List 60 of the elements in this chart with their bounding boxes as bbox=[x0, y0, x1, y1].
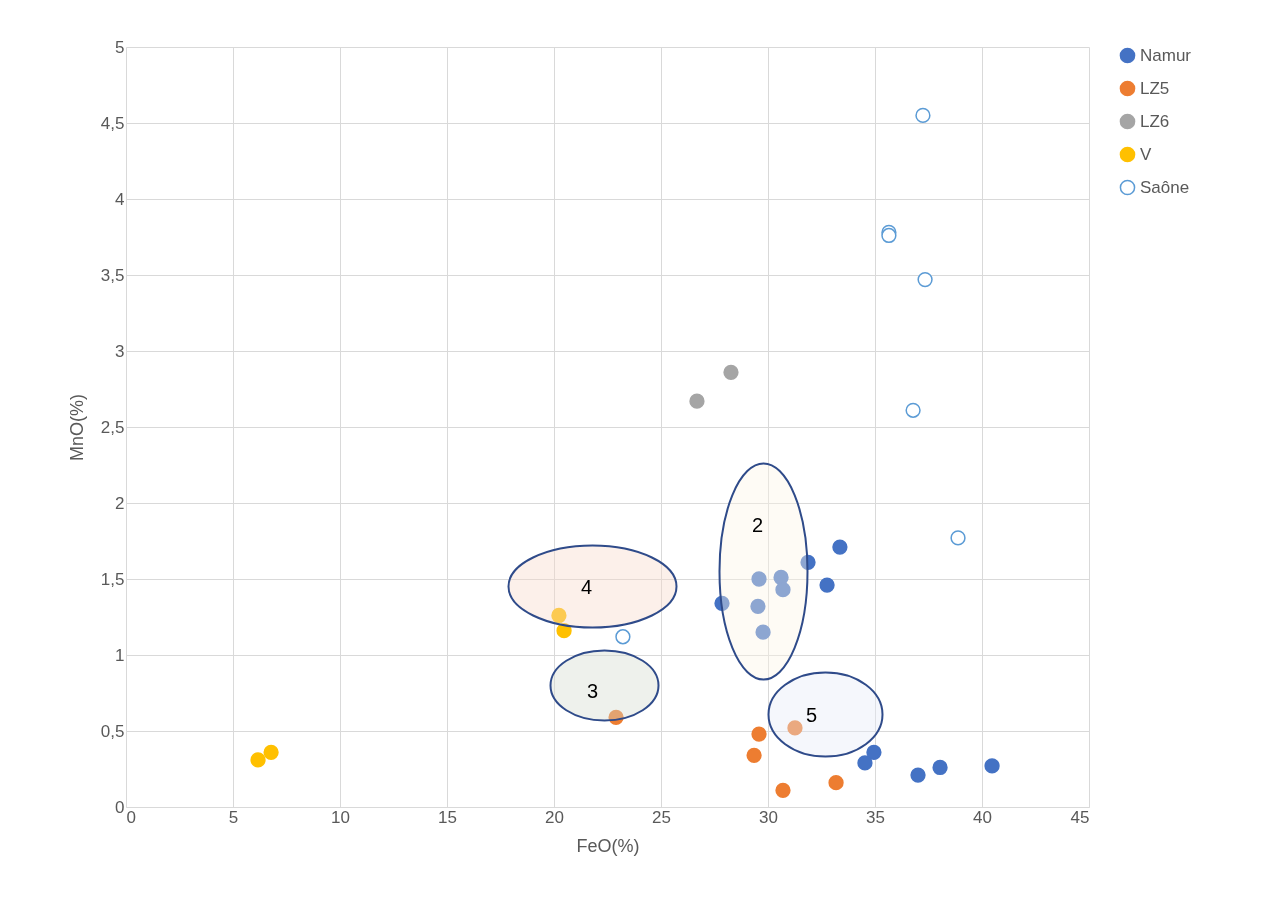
x-tick-label: 35 bbox=[866, 807, 885, 827]
x-tick-label: 20 bbox=[545, 807, 564, 827]
point bbox=[866, 744, 882, 760]
legend-label: LZ6 bbox=[1140, 111, 1170, 131]
point bbox=[832, 539, 848, 555]
point bbox=[723, 364, 739, 380]
point bbox=[263, 744, 279, 760]
point bbox=[932, 759, 948, 776]
annotation: 5 bbox=[805, 703, 818, 726]
annotation: 4 bbox=[580, 575, 593, 598]
point bbox=[750, 598, 766, 614]
point bbox=[615, 629, 631, 645]
point bbox=[608, 709, 624, 725]
x-tick-label: 30 bbox=[759, 807, 778, 827]
x-tick-label: 10 bbox=[331, 807, 350, 827]
point bbox=[828, 775, 844, 791]
y-axis-title: MnO(%) bbox=[66, 394, 87, 461]
x-tick-label: 15 bbox=[438, 807, 457, 827]
annotation: 3 bbox=[586, 679, 599, 702]
x-tick-label: 45 bbox=[1070, 807, 1090, 827]
point bbox=[551, 607, 567, 624]
point bbox=[689, 393, 705, 409]
y-tick-label: 2 bbox=[115, 493, 125, 513]
y-tick-label: 3,5 bbox=[100, 265, 125, 285]
point bbox=[556, 623, 572, 639]
y-tick-label: 3 bbox=[115, 341, 125, 361]
x-tick-label: 25 bbox=[652, 807, 671, 827]
point bbox=[984, 758, 1000, 774]
point bbox=[800, 554, 816, 570]
point bbox=[751, 571, 767, 587]
point bbox=[915, 107, 931, 124]
y-tick-label: 0,5 bbox=[100, 721, 125, 741]
point bbox=[910, 767, 926, 783]
point bbox=[714, 595, 730, 611]
legend-label: Saône bbox=[1140, 177, 1190, 197]
point bbox=[775, 582, 791, 598]
point bbox=[751, 726, 767, 742]
legend-label: Namur bbox=[1140, 45, 1192, 65]
y-tick-label: 4 bbox=[115, 189, 125, 209]
legend-label: V bbox=[1140, 144, 1152, 164]
y-tick-label: 1,5 bbox=[100, 569, 125, 589]
point bbox=[905, 402, 921, 418]
y-tick-label: 5 bbox=[115, 37, 125, 57]
x-axis-title: FeO(%) bbox=[576, 835, 640, 856]
legend-label: LZ5 bbox=[1140, 78, 1170, 98]
y-tick-label: 1 bbox=[115, 645, 125, 665]
point bbox=[950, 530, 966, 546]
point bbox=[775, 782, 791, 798]
point bbox=[787, 720, 803, 736]
annotation: 2 bbox=[751, 513, 764, 536]
y-tick-label: 4,5 bbox=[100, 113, 125, 133]
point bbox=[746, 747, 762, 763]
point bbox=[819, 577, 835, 593]
point bbox=[755, 624, 771, 640]
x-tick-label: 5 bbox=[228, 807, 239, 827]
point bbox=[857, 755, 873, 771]
point bbox=[917, 271, 933, 288]
y-tick-label: 2,5 bbox=[100, 417, 125, 437]
x-tick-label: 40 bbox=[973, 807, 992, 827]
point bbox=[250, 752, 266, 768]
